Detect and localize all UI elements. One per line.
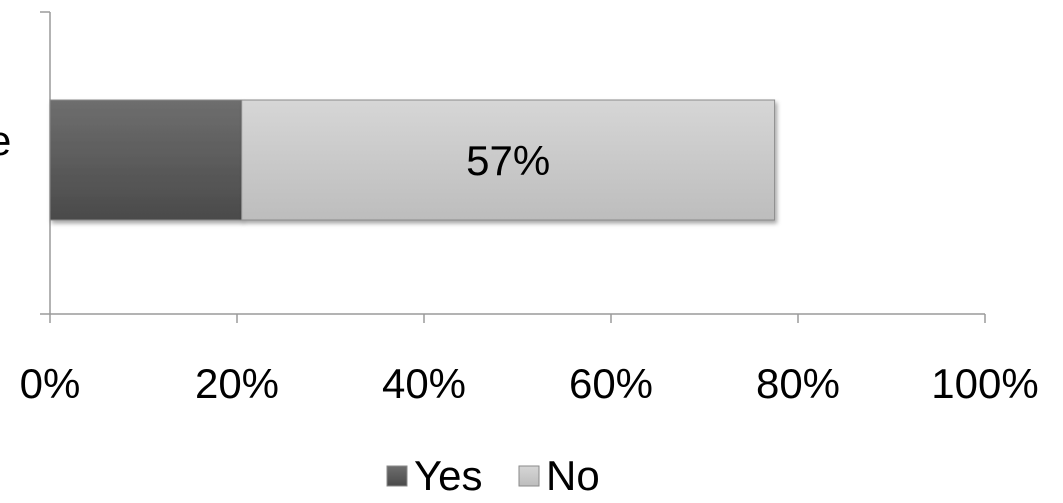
x-tick-label: 20%	[195, 360, 279, 407]
x-tick-label: 0%	[20, 360, 81, 407]
legend-label-no: No	[546, 452, 600, 499]
x-tick-label: 80%	[756, 360, 840, 407]
data-label-no: 57%	[466, 137, 550, 184]
legend-swatch-yes	[387, 466, 407, 486]
x-tick-label: 40%	[382, 360, 466, 407]
legend: Yes No	[387, 452, 600, 499]
category-label: e	[0, 117, 11, 164]
bars: 57%	[50, 100, 775, 220]
legend-swatch-no	[519, 466, 539, 486]
bar-yes	[50, 100, 242, 220]
legend-label-yes: Yes	[414, 452, 483, 499]
x-tick-label: 100%	[931, 360, 1038, 407]
x-ticks: 0% 20% 40% 60% 80% 100%	[20, 314, 1039, 407]
x-tick-label: 60%	[569, 360, 653, 407]
category-labels: e	[0, 117, 11, 164]
